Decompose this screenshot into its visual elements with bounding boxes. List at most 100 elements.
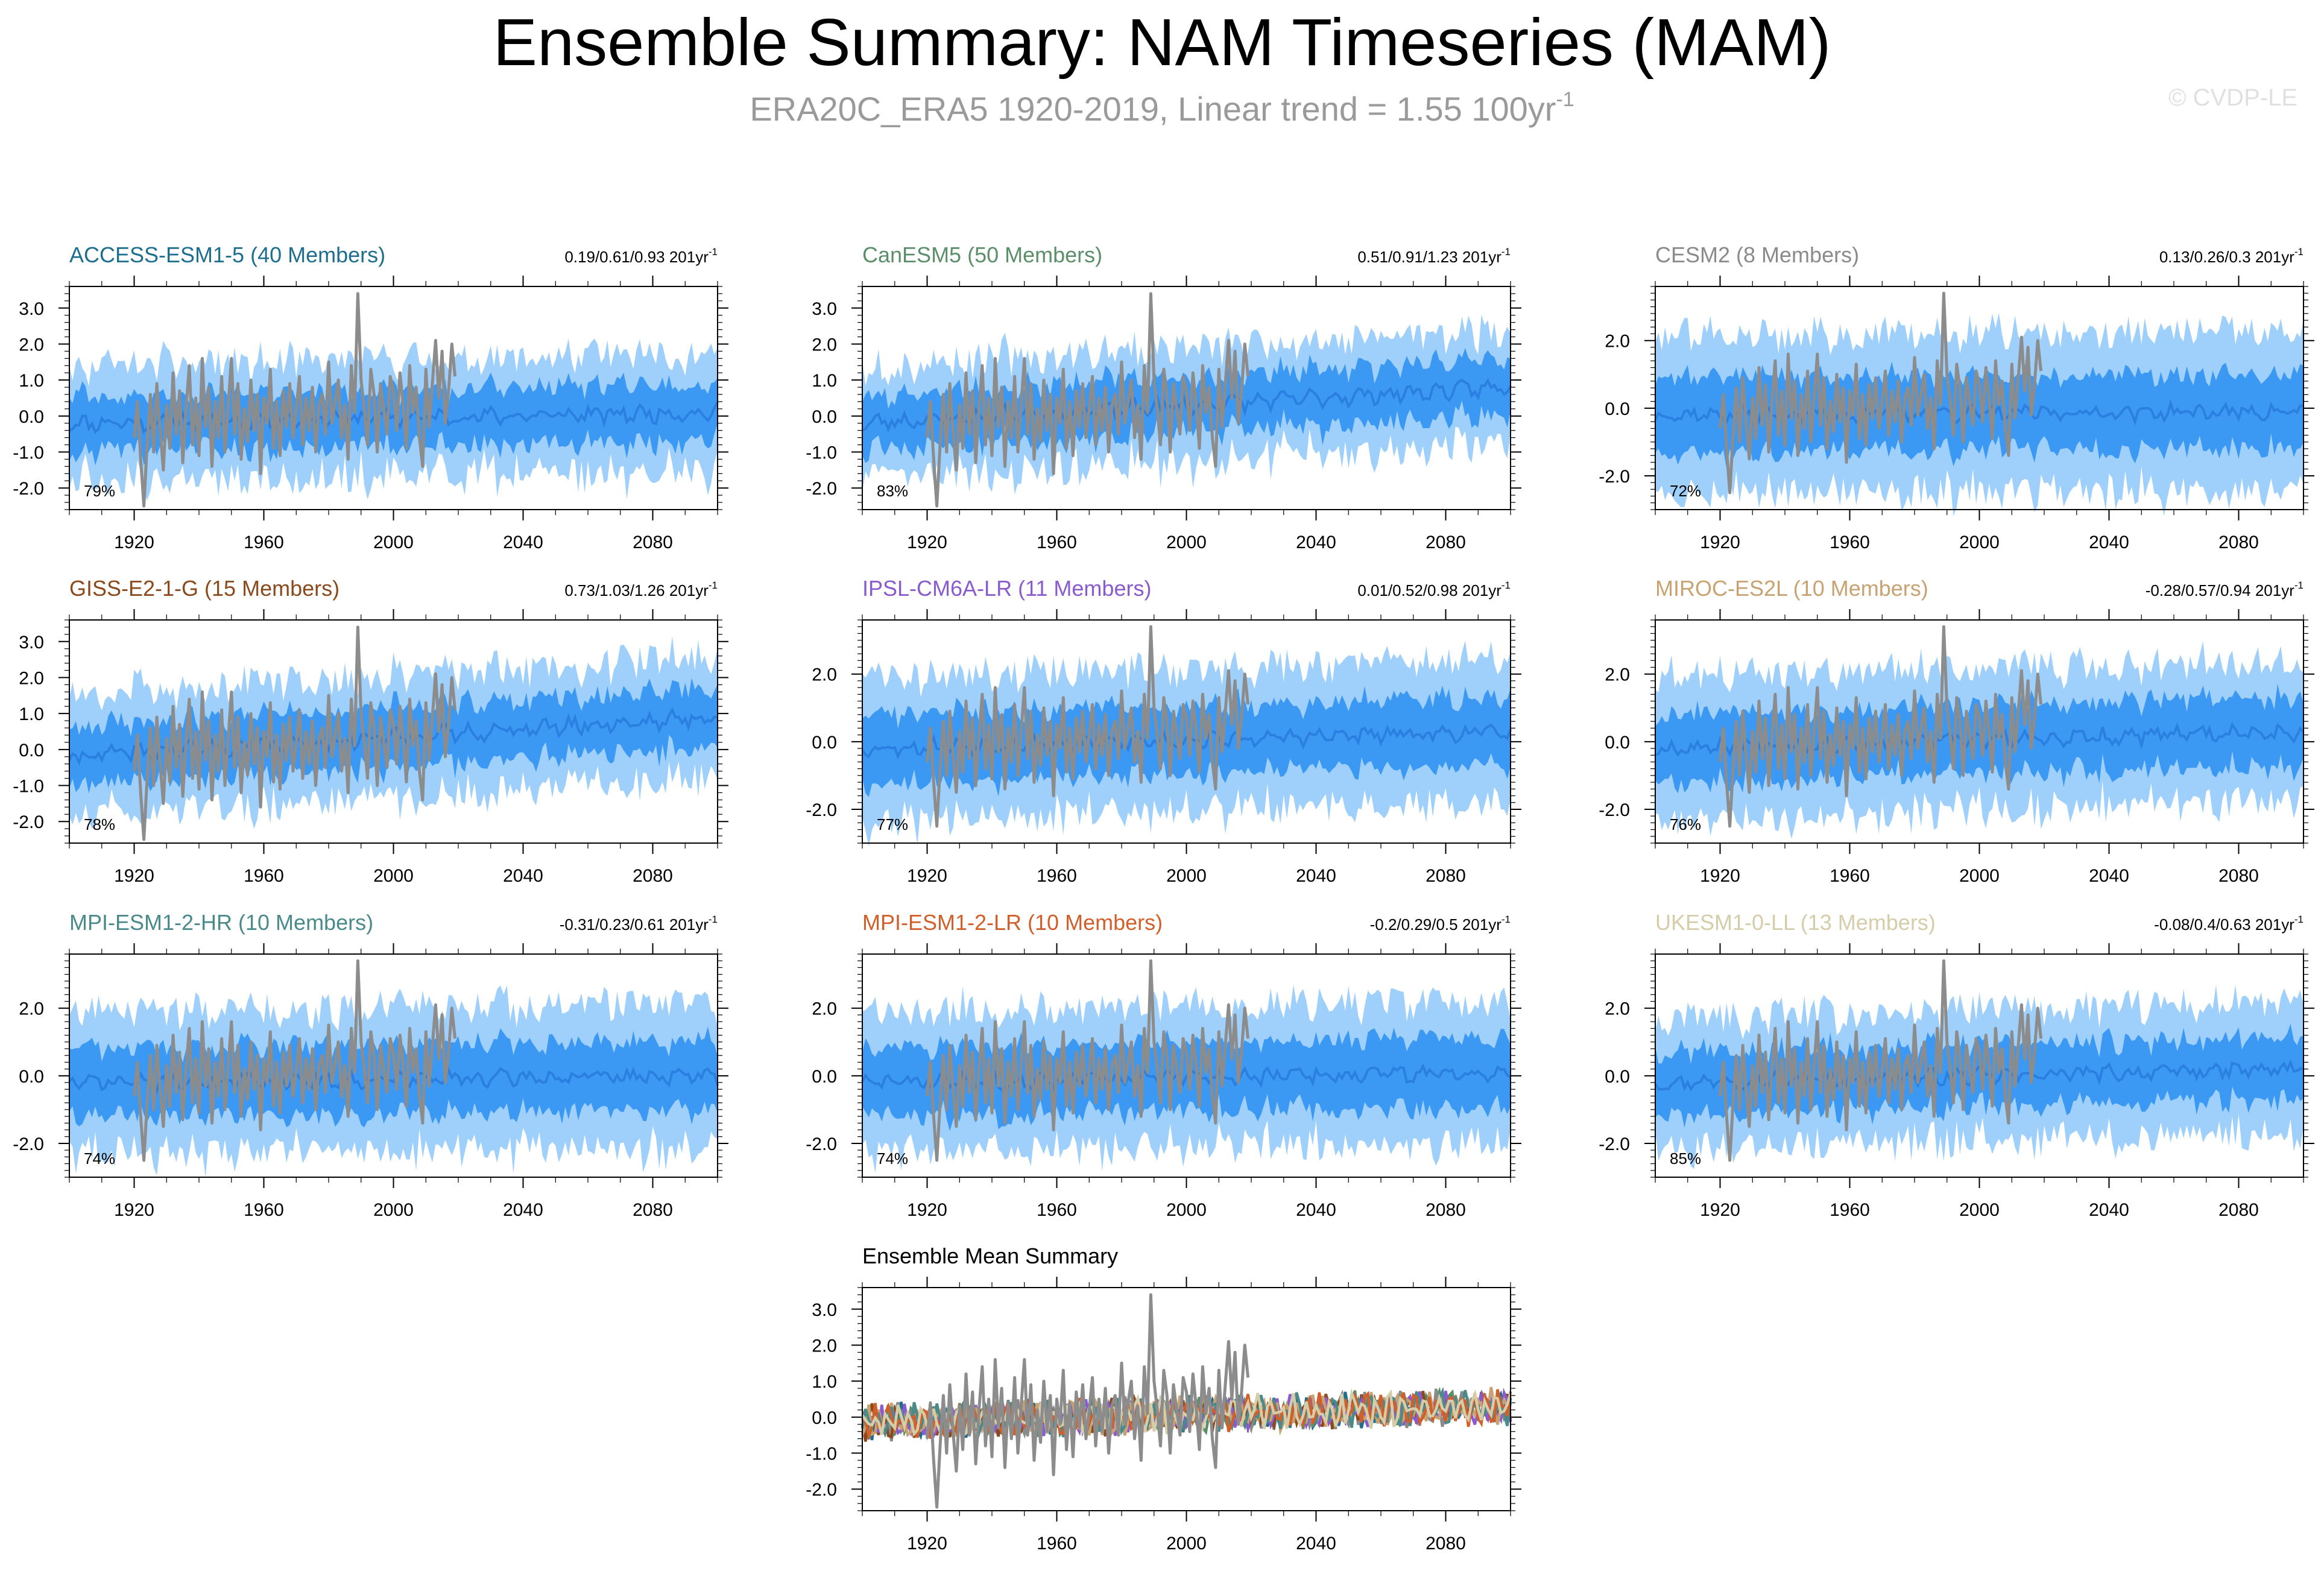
panel-stats-exponent: -1 — [1501, 914, 1511, 925]
subtitle-exponent: -1 — [1556, 88, 1574, 111]
panel-stats-exponent: -1 — [2294, 914, 2303, 925]
panel-x-tick-label: 2000 — [1166, 1200, 1207, 1220]
panel-stats-exponent: -1 — [1501, 246, 1511, 258]
panel-y-tick-label: 0.0 — [1605, 733, 1630, 753]
panel-y-tick-label: 1.0 — [19, 704, 44, 724]
panel-frame — [862, 286, 1511, 510]
panel-y-tick-label: -2.0 — [806, 800, 837, 820]
panel-observations-line — [133, 625, 457, 841]
panel-y-tick-label: 0.0 — [19, 407, 44, 427]
panel-y-tick-label: 0.0 — [1605, 399, 1630, 419]
panel-x-tick-label: 1960 — [1037, 533, 1077, 552]
panel-stats-exponent: -1 — [2294, 580, 2303, 591]
inner-spread-band — [1655, 683, 2303, 794]
summary-title: Ensemble Mean Summary — [862, 1244, 1118, 1268]
panel-x-tick-label: 1960 — [244, 533, 284, 552]
panel-x-tick-label: 2080 — [633, 866, 673, 886]
panel-percent: 77% — [877, 815, 908, 833]
panel-x-tick-label: 1920 — [1700, 533, 1740, 552]
panel-x-tick-label: 2040 — [503, 1200, 543, 1220]
panel-x-tick-label: 2000 — [373, 1200, 414, 1220]
panel-x-tick-label: 1960 — [1830, 1200, 1870, 1220]
panel-x-tick-label: 2080 — [1426, 1200, 1466, 1220]
panel-x-tick-label: 2000 — [1166, 533, 1207, 552]
panel-percent: 83% — [877, 482, 908, 500]
panel-x-tick-label: 1920 — [1700, 866, 1740, 886]
panel-x-tick-label: 2080 — [2218, 533, 2259, 552]
panel-stats-text: 0.51/0.91/1.23 201yr — [1357, 248, 1501, 266]
panel-y-tick-label: 1.0 — [19, 371, 44, 391]
panel-stats-text: -0.2/0.29/0.5 201yr — [1370, 915, 1502, 934]
panel-y-tick-label: 2.0 — [19, 335, 44, 355]
panel-x-tick-label: 1920 — [114, 1200, 154, 1220]
panel-6: 2.0 0.0 -2.0 1920 1960 2000 2040 2080 MIROC-ES2L… — [1599, 576, 2314, 886]
panel-observations-line — [1719, 959, 2043, 1162]
panel-title: MPI-ESM1-2-HR (10 Members) — [69, 910, 373, 935]
panel-x-tick-label: 2000 — [1959, 1200, 2000, 1220]
panel-y-tick-label: 3.0 — [812, 299, 837, 319]
panel-frame — [862, 619, 1511, 844]
panel-3: 2.0 0.0 -2.0 1920 1960 2000 2040 2080 CESM2 (8 M… — [1599, 242, 2314, 552]
panel-observations-line — [926, 625, 1250, 828]
panel-y-tick-label: -1.0 — [13, 777, 44, 797]
panel-x-tick-label: 1960 — [1830, 533, 1870, 552]
panel-4: 3.0 2.0 1.0 0.0 -1.0 -2.0 1920 1960 2000 2040 2080… — [13, 576, 728, 886]
summary-x-tick-label: 1920 — [907, 1534, 947, 1554]
summary-y-tick-label: 0.0 — [812, 1408, 837, 1428]
panel-y-tick-label: -2.0 — [1599, 800, 1630, 820]
panel-x-tick-label: 2000 — [373, 866, 414, 886]
panel-frame — [69, 286, 718, 510]
panel-stats-text: 0.19/0.61/0.93 201yr — [564, 248, 709, 266]
panel-x-tick-label: 2080 — [1426, 866, 1466, 886]
panel-percent: 74% — [84, 1149, 115, 1168]
panel-x-tick-label: 2040 — [2089, 1200, 2129, 1220]
subtitle-text: ERA20C_ERA5 1920-2019, Linear trend = 1.… — [750, 90, 1556, 128]
panel-x-tick-label: 1920 — [1700, 1200, 1740, 1220]
panel-x-tick-label: 2040 — [1296, 1200, 1336, 1220]
panel-x-tick-label: 2080 — [2218, 1200, 2259, 1220]
summary-y-tick-label: 2.0 — [812, 1336, 837, 1356]
panel-title: MIROC-ES2L (10 Members) — [1655, 576, 1928, 601]
panel-x-tick-label: 1960 — [244, 1200, 284, 1220]
panel-x-tick-label: 2080 — [2218, 866, 2259, 886]
panel-stats-exponent: -1 — [709, 914, 718, 925]
panel-observations-line — [1719, 625, 2043, 828]
panel-observations-line — [133, 959, 457, 1162]
panel-x-tick-label: 2040 — [503, 866, 543, 886]
panel-x-tick-label: 2040 — [503, 533, 543, 552]
panel-observations-line — [926, 292, 1250, 508]
panel-frame — [1655, 619, 2304, 844]
panel-title: CanESM5 (50 Members) — [862, 242, 1102, 267]
panel-stats-text: -0.31/0.23/0.61 201yr — [560, 915, 709, 934]
panel-frame — [862, 953, 1511, 1178]
panel-y-tick-label: -2.0 — [1599, 467, 1630, 487]
panel-y-tick-label: -2.0 — [13, 812, 44, 832]
summary-y-tick-label: 3.0 — [812, 1300, 837, 1320]
panel-title: CESM2 (8 Members) — [1655, 242, 1859, 267]
watermark: © CVDP-LE — [2168, 84, 2297, 111]
panel-frame — [69, 953, 718, 1178]
summary-y-tick-label: -2.0 — [806, 1480, 837, 1500]
panel-x-tick-label: 1920 — [907, 866, 947, 886]
panel-x-tick-label: 1920 — [907, 1200, 947, 1220]
panel-stats-text: -0.28/0.57/0.94 201yr — [2146, 581, 2295, 599]
panel-stats: 0.73/1.03/1.26 201yr-1 — [564, 580, 718, 599]
panel-percent: 79% — [84, 482, 115, 500]
panel-observations-line — [133, 292, 457, 508]
summary-x-tick-label: 2000 — [1166, 1534, 1207, 1554]
summary-x-tick-label: 2080 — [1426, 1534, 1466, 1554]
figure-title: Ensemble Summary: NAM Timeseries (MAM) — [493, 5, 1831, 80]
panel-y-tick-label: 2.0 — [1605, 665, 1630, 685]
panel-y-tick-label: 0.0 — [812, 733, 837, 753]
panel-stats-text: 0.13/0.26/0.3 201yr — [2159, 248, 2294, 266]
panel-grid: 3.0 2.0 1.0 0.0 -1.0 -2.0 1920 1960 2000 2040 2080… — [13, 242, 2314, 1554]
panel-stats: 0.01/0.52/0.98 201yr-1 — [1357, 580, 1511, 599]
panel-percent: 85% — [1670, 1149, 1701, 1168]
panel-y-tick-label: 2.0 — [19, 999, 44, 1019]
panel-x-tick-label: 2040 — [1296, 866, 1336, 886]
panel-x-tick-label: 1920 — [114, 533, 154, 552]
panel-y-tick-label: 2.0 — [1605, 332, 1630, 352]
panel-percent: 74% — [877, 1149, 908, 1168]
panel-x-tick-label: 2040 — [1296, 533, 1336, 552]
panel-x-tick-label: 2000 — [1166, 866, 1207, 886]
